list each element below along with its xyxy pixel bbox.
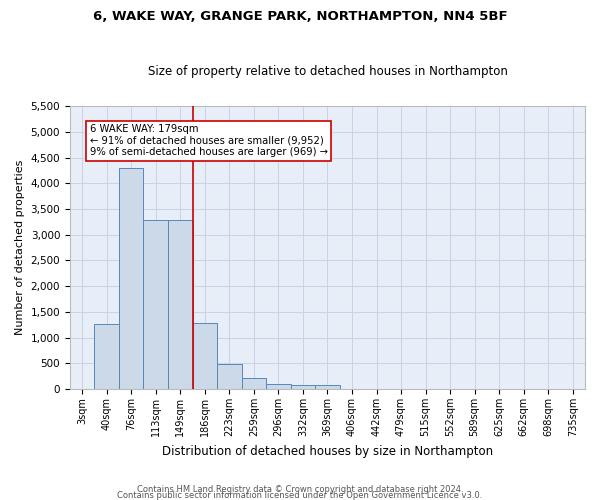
Text: 6, WAKE WAY, GRANGE PARK, NORTHAMPTON, NN4 5BF: 6, WAKE WAY, GRANGE PARK, NORTHAMPTON, N… bbox=[92, 10, 508, 23]
Bar bbox=[193, 322, 217, 389]
Bar bbox=[315, 386, 340, 389]
Bar bbox=[119, 168, 143, 389]
Bar bbox=[143, 220, 168, 389]
Text: 6 WAKE WAY: 179sqm
← 91% of detached houses are smaller (9,952)
9% of semi-detac: 6 WAKE WAY: 179sqm ← 91% of detached hou… bbox=[89, 124, 328, 158]
Bar bbox=[217, 364, 242, 389]
X-axis label: Distribution of detached houses by size in Northampton: Distribution of detached houses by size … bbox=[162, 444, 493, 458]
Bar bbox=[168, 220, 193, 389]
Title: Size of property relative to detached houses in Northampton: Size of property relative to detached ho… bbox=[148, 66, 508, 78]
Bar bbox=[94, 324, 119, 389]
Bar bbox=[266, 384, 290, 389]
Text: Contains HM Land Registry data © Crown copyright and database right 2024.: Contains HM Land Registry data © Crown c… bbox=[137, 484, 463, 494]
Bar bbox=[242, 378, 266, 389]
Bar bbox=[290, 386, 315, 389]
Text: Contains public sector information licensed under the Open Government Licence v3: Contains public sector information licen… bbox=[118, 490, 482, 500]
Y-axis label: Number of detached properties: Number of detached properties bbox=[15, 160, 25, 335]
